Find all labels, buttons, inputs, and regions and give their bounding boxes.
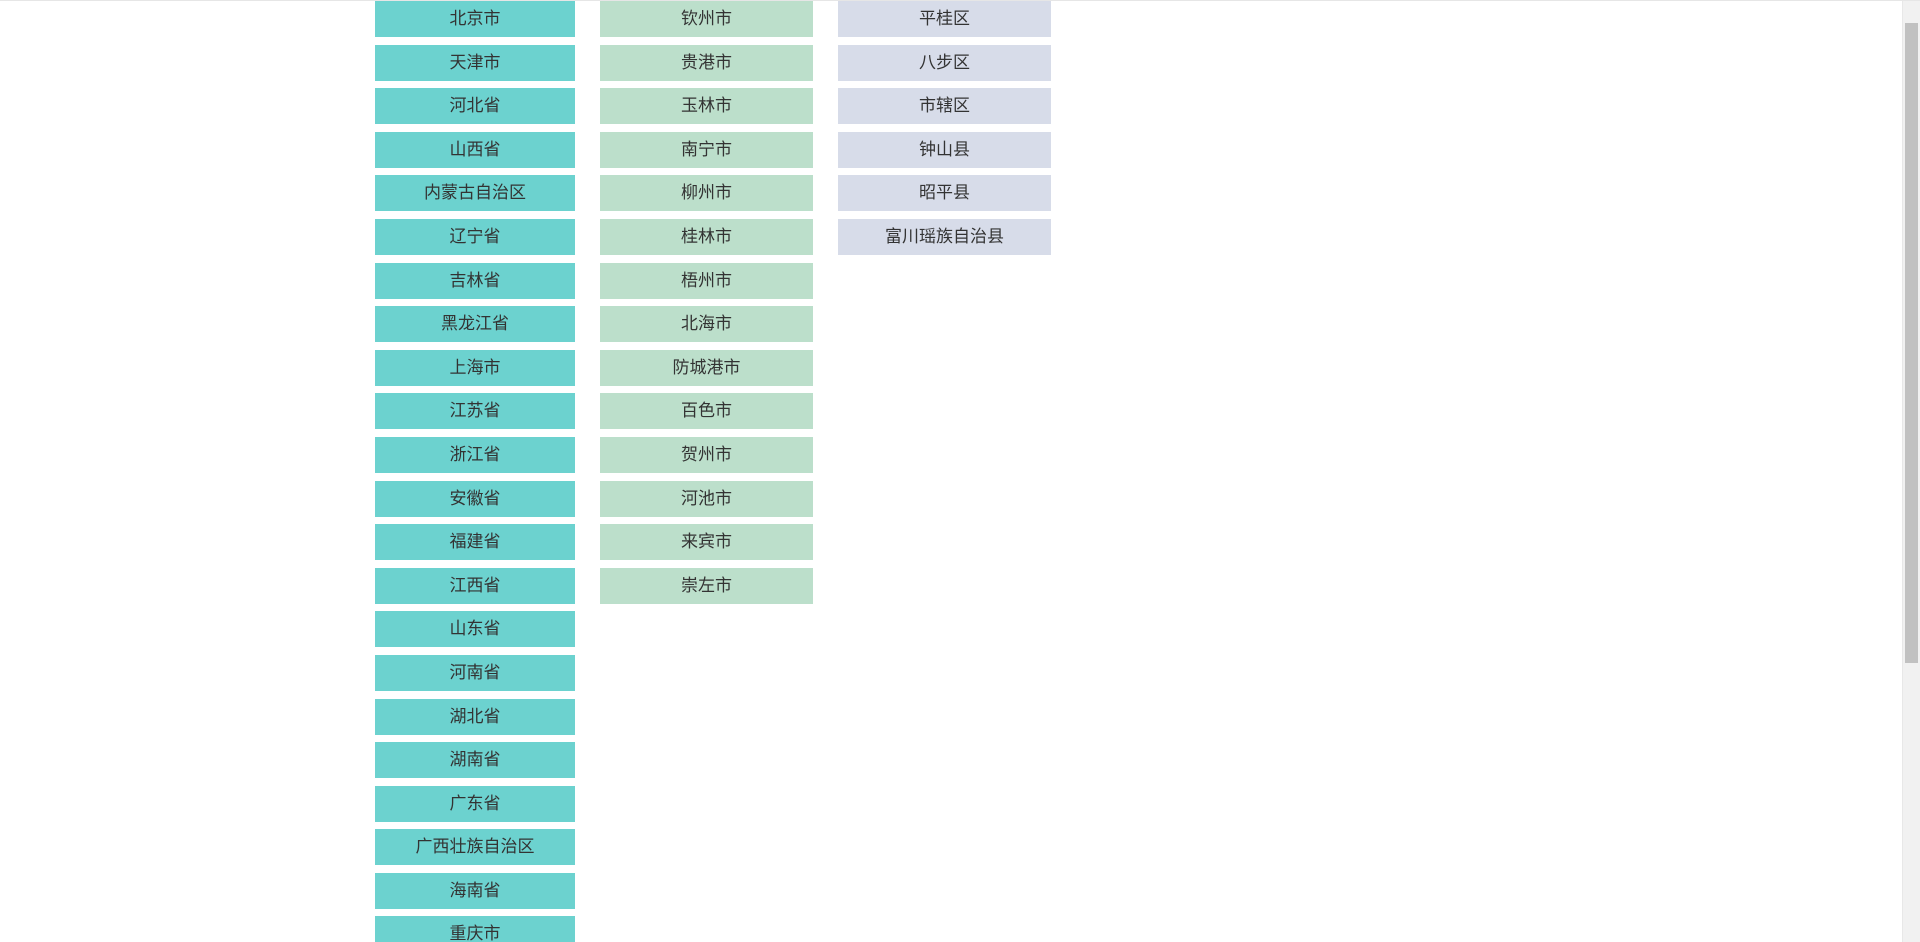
province-item[interactable]: 重庆市 bbox=[375, 916, 575, 942]
province-item[interactable]: 安徽省 bbox=[375, 480, 575, 517]
district-item[interactable]: 平桂区 bbox=[838, 1, 1051, 37]
scrollbar-thumb[interactable] bbox=[1905, 23, 1918, 663]
province-item[interactable]: 内蒙古自治区 bbox=[375, 175, 575, 212]
district-item[interactable]: 富川瑶族自治县 bbox=[838, 218, 1051, 255]
city-list: 钦州市贵港市玉林市南宁市柳州市桂林市梧州市北海市防城港市百色市贺州市河池市来宾市… bbox=[600, 1, 813, 604]
district-item[interactable]: 昭平县 bbox=[838, 175, 1051, 212]
district-item[interactable]: 八步区 bbox=[838, 44, 1051, 81]
city-item[interactable]: 梧州市 bbox=[600, 262, 813, 299]
province-item[interactable]: 辽宁省 bbox=[375, 218, 575, 255]
city-item[interactable]: 桂林市 bbox=[600, 218, 813, 255]
district-list: 平桂区八步区市辖区钟山县昭平县富川瑶族自治县 bbox=[838, 1, 1051, 255]
province-item[interactable]: 广西壮族自治区 bbox=[375, 829, 575, 866]
province-item[interactable]: 海南省 bbox=[375, 872, 575, 909]
city-item[interactable]: 来宾市 bbox=[600, 524, 813, 561]
province-item[interactable]: 河南省 bbox=[375, 654, 575, 691]
district-item[interactable]: 钟山县 bbox=[838, 131, 1051, 168]
district-item[interactable]: 市辖区 bbox=[838, 88, 1051, 125]
province-item[interactable]: 江西省 bbox=[375, 567, 575, 604]
province-item[interactable]: 北京市 bbox=[375, 1, 575, 37]
city-item[interactable]: 玉林市 bbox=[600, 88, 813, 125]
city-item[interactable]: 钦州市 bbox=[600, 1, 813, 37]
city-item[interactable]: 崇左市 bbox=[600, 567, 813, 604]
province-item[interactable]: 山东省 bbox=[375, 611, 575, 648]
province-item[interactable]: 湖北省 bbox=[375, 698, 575, 735]
city-item[interactable]: 贵港市 bbox=[600, 44, 813, 81]
province-item[interactable]: 黑龙江省 bbox=[375, 306, 575, 343]
vertical-scrollbar[interactable] bbox=[1902, 1, 1920, 942]
province-item[interactable]: 河北省 bbox=[375, 88, 575, 125]
city-item[interactable]: 南宁市 bbox=[600, 131, 813, 168]
province-item[interactable]: 浙江省 bbox=[375, 436, 575, 473]
city-item[interactable]: 河池市 bbox=[600, 480, 813, 517]
province-item[interactable]: 广东省 bbox=[375, 785, 575, 822]
province-item[interactable]: 天津市 bbox=[375, 44, 575, 81]
city-item[interactable]: 百色市 bbox=[600, 393, 813, 430]
city-item[interactable]: 柳州市 bbox=[600, 175, 813, 212]
city-item[interactable]: 防城港市 bbox=[600, 349, 813, 386]
province-item[interactable]: 福建省 bbox=[375, 524, 575, 561]
province-item[interactable]: 湖南省 bbox=[375, 742, 575, 779]
province-item[interactable]: 山西省 bbox=[375, 131, 575, 168]
province-item[interactable]: 吉林省 bbox=[375, 262, 575, 299]
province-list: 北京市天津市河北省山西省内蒙古自治区 辽宁省吉林省黑龙江省上海市江苏省浙江省安徽省… bbox=[375, 1, 575, 942]
city-item[interactable]: 北海市 bbox=[600, 306, 813, 343]
city-item[interactable]: 贺州市 bbox=[600, 436, 813, 473]
province-item[interactable]: 江苏省 bbox=[375, 393, 575, 430]
province-item[interactable]: 上海市 bbox=[375, 349, 575, 386]
